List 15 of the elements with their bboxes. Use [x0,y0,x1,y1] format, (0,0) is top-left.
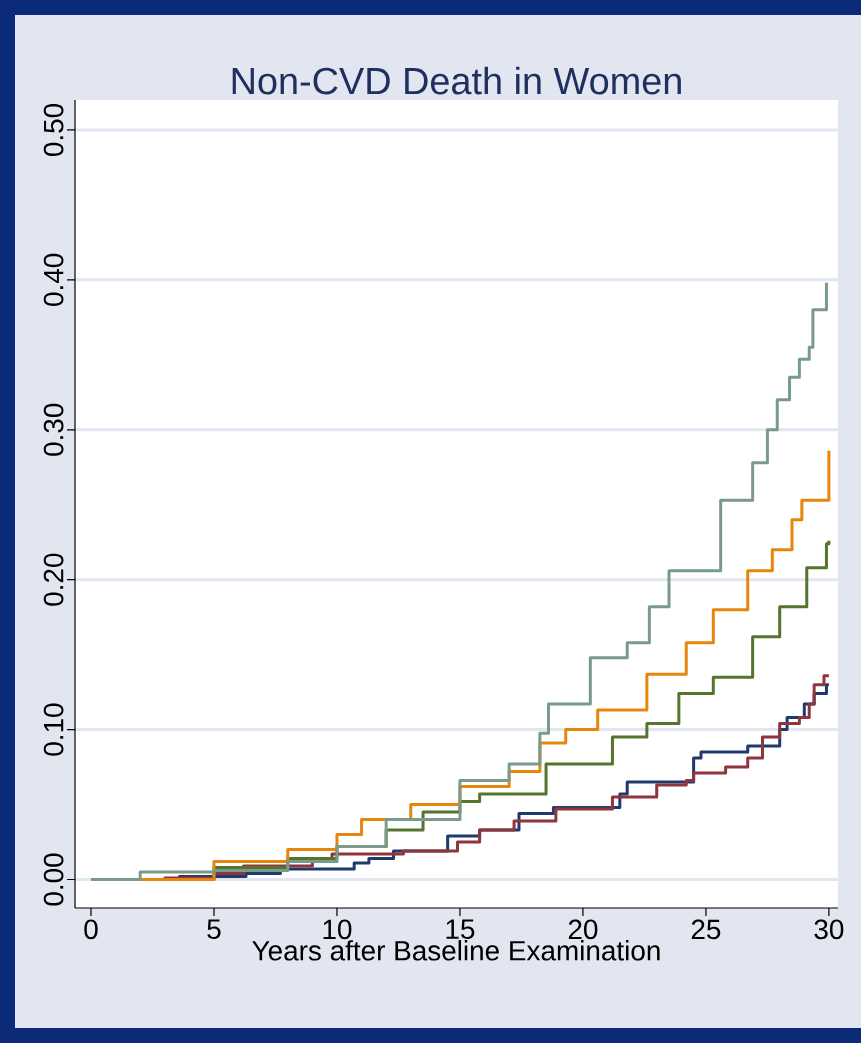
x-tick-label: 20 [568,919,598,940]
x-tick-label: 5 [207,919,221,939]
chart-title: Non-CVD Death in Women [232,66,681,95]
x-tick-label: 15 [446,919,475,939]
x-axis-title: Years after Baseline Examination [252,940,660,961]
y-tick-label: 0.40 [43,253,64,306]
x-tick-label: 0 [84,919,98,940]
y-tick-label: 0.10 [43,703,64,756]
y-tick-label: 0.50 [43,103,64,157]
x-tick-label: 25 [691,919,721,940]
x-tick-label: 10 [323,919,352,940]
y-tick-label: 0.00 [43,853,64,906]
y-tick-label: 0.20 [43,553,64,606]
y-tick-label: 0.30 [43,403,64,456]
x-tick-label: 30 [814,919,844,940]
